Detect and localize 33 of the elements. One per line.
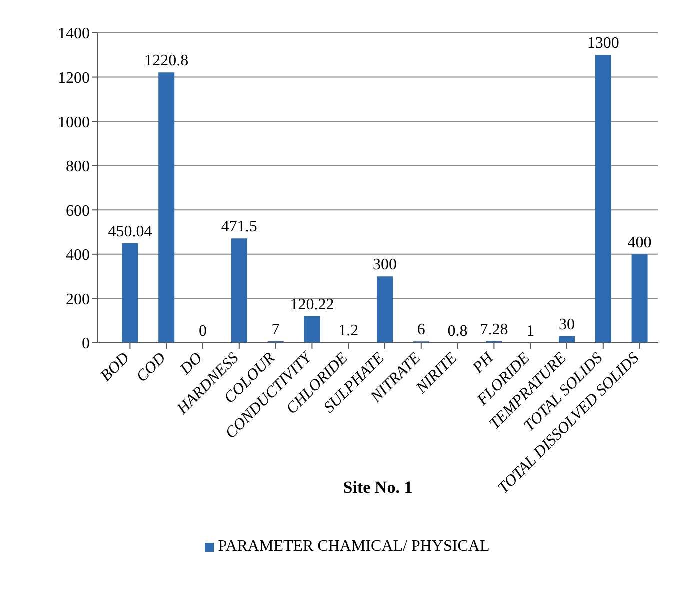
- data-label: 7.28: [480, 321, 508, 338]
- y-tick-label: 1400: [58, 26, 90, 43]
- data-label: 471.5: [221, 218, 258, 236]
- data-label: 300: [373, 256, 397, 274]
- data-label: 6: [417, 322, 426, 339]
- y-tick-label: 400: [66, 247, 90, 264]
- data-label: 1300: [587, 35, 620, 52]
- bar: [376, 276, 393, 343]
- bar: [558, 336, 575, 343]
- data-label: 0: [199, 323, 207, 340]
- data-label: 1: [526, 322, 535, 340]
- bar: [158, 72, 175, 343]
- data-label: 1.2: [338, 322, 359, 340]
- bar: [231, 238, 248, 343]
- data-label: 450.04: [108, 223, 152, 240]
- bar: [122, 243, 138, 343]
- bar: [632, 254, 648, 343]
- data-label: 30: [559, 316, 575, 334]
- data-label: 1220.8: [144, 52, 189, 70]
- x-axis-title: Site No. 1: [343, 478, 413, 497]
- y-tick-label: 800: [66, 158, 90, 176]
- y-tick-label: 0: [82, 336, 90, 353]
- bar: [304, 316, 320, 343]
- legend-label: PARAMETER CHAMICAL/ PHYSICAL: [217, 538, 490, 556]
- y-tick-label: 1200: [58, 70, 90, 87]
- y-tick-label: 200: [66, 291, 90, 308]
- data-label: 120.22: [290, 296, 334, 314]
- data-label: 0.8: [448, 322, 468, 340]
- data-label: 400: [628, 234, 652, 252]
- y-tick-label: 600: [66, 202, 90, 220]
- data-label: 7: [272, 321, 280, 338]
- y-tick-label: 1000: [58, 114, 90, 132]
- bar: [595, 55, 612, 343]
